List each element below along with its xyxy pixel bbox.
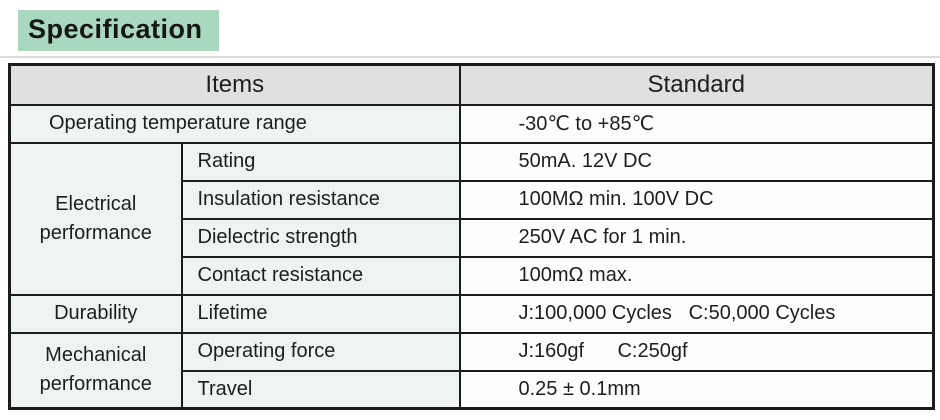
- value-insulation-resistance: 100MΩ min. 100V DC: [458, 179, 935, 220]
- group-mechanical-performance: Mechanical performance: [8, 331, 183, 410]
- specification-table: Items Standard Operating temperature ran…: [8, 63, 935, 410]
- section-title: Specification: [18, 10, 219, 51]
- table-row: Dielectric strength 250V AC for 1 min.: [10, 217, 935, 258]
- item-operating-temperature-range: Operating temperature range: [8, 103, 461, 144]
- value-operating-force: J:160gf C:250gf: [458, 331, 935, 372]
- value-travel: 0.25 ± 0.1mm: [458, 369, 935, 410]
- item-dielectric-strength: Dielectric strength: [180, 217, 461, 258]
- table-row: Mechanical performance Operating force J…: [8, 331, 935, 410]
- spec-sheet-page: Specification Items Standard Operating t…: [0, 10, 940, 410]
- item-contact-resistance: Contact resistance: [180, 255, 461, 296]
- table-row: Durability Lifetime J:100,000 Cycles C:5…: [8, 293, 935, 334]
- table-row: Electrical performance Rating 50mA. 12V …: [8, 141, 935, 296]
- group-electrical-performance: Electrical performance: [8, 141, 183, 296]
- table-row: Travel 0.25 ± 0.1mm: [10, 369, 935, 410]
- item-insulation-resistance: Insulation resistance: [180, 179, 461, 220]
- group-durability: Durability: [8, 293, 183, 334]
- value-lifetime: J:100,000 Cycles C:50,000 Cycles: [458, 293, 935, 334]
- column-header-items: Items: [8, 63, 461, 106]
- value-rating: 50mA. 12V DC: [458, 141, 935, 182]
- item-operating-force: Operating force: [180, 331, 461, 372]
- column-header-standard: Standard: [458, 63, 935, 106]
- value-contact-resistance: 100mΩ max.: [458, 255, 935, 296]
- table-header-row: Items Standard: [8, 63, 935, 106]
- table-row: Insulation resistance 100MΩ min. 100V DC: [10, 179, 935, 220]
- title-divider: [0, 56, 940, 58]
- item-lifetime: Lifetime: [180, 293, 461, 334]
- item-rating: Rating: [180, 141, 461, 182]
- section-title-row: Specification: [18, 10, 940, 51]
- table-row: Operating temperature range -30℃ to +85℃: [8, 103, 935, 144]
- value-operating-temperature-range: -30℃ to +85℃: [458, 103, 935, 144]
- value-dielectric-strength: 250V AC for 1 min.: [458, 217, 935, 258]
- table-row: Contact resistance 100mΩ max.: [10, 255, 935, 296]
- item-travel: Travel: [180, 369, 461, 410]
